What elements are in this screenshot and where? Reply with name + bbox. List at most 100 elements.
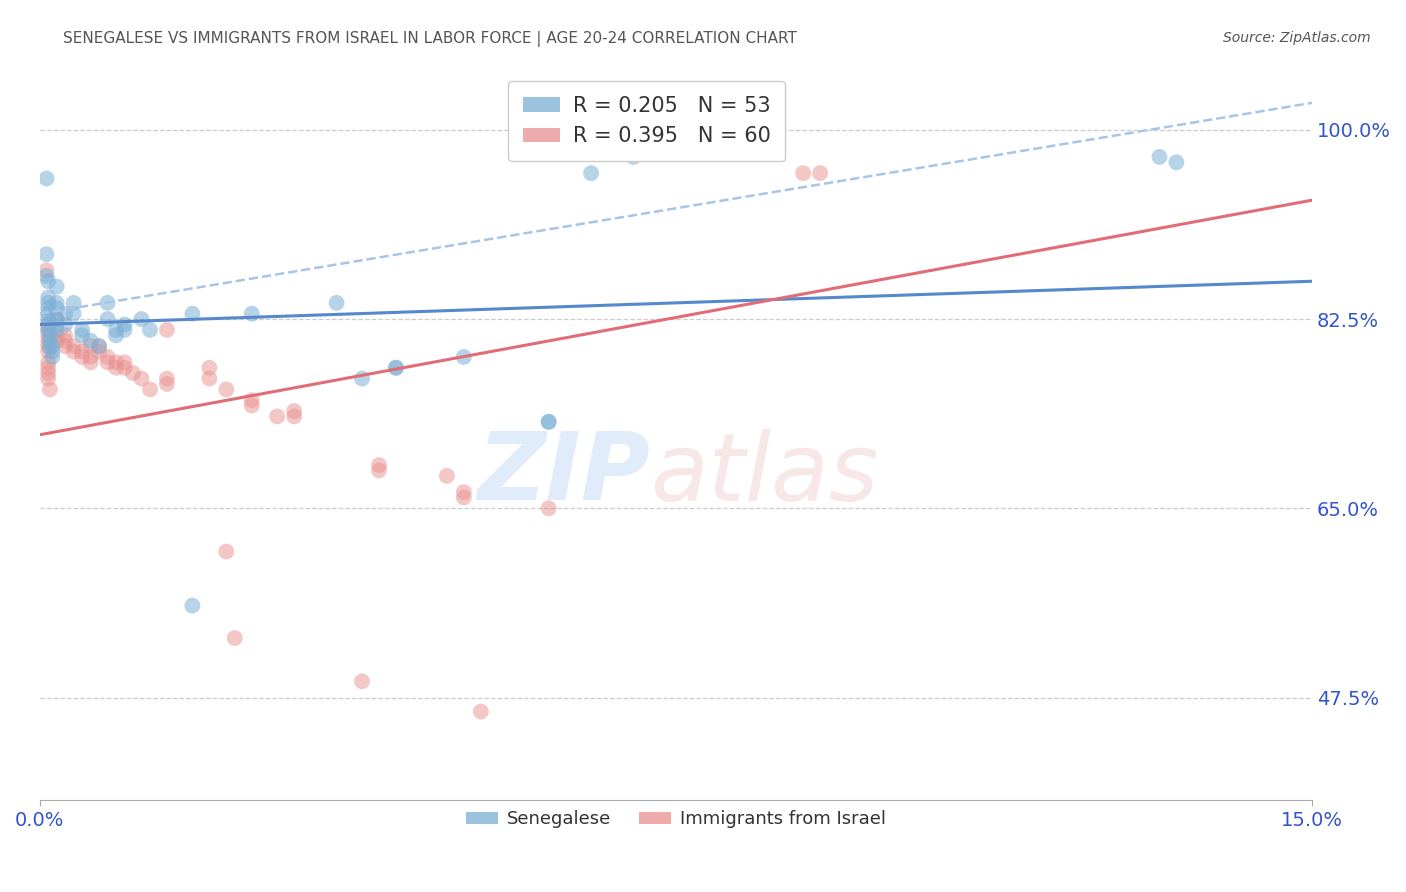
Point [41,350,63,364]
Point [87,339,110,353]
Point [70,323,93,337]
Point [181,307,204,321]
Point [45,296,67,310]
Point [37,274,59,288]
Point [45,323,67,337]
Point [350,371,373,385]
Point [470,705,492,719]
Point [45,334,67,348]
Point [122,366,145,380]
Point [41,339,63,353]
Point [37,334,59,348]
Point [37,301,59,316]
Point [87,344,110,359]
Point [368,463,391,477]
Point [198,371,221,385]
Point [38,383,60,397]
Point [37,360,59,375]
Point [62,296,84,310]
Point [215,383,238,397]
Point [35,247,58,261]
Point [1166,155,1188,169]
Point [579,166,602,180]
Point [537,501,560,516]
Point [114,360,136,375]
Point [385,360,408,375]
Text: ZIP: ZIP [478,428,651,520]
Point [283,404,305,418]
Point [45,318,67,332]
Point [37,323,59,337]
Point [139,383,162,397]
Point [385,360,408,375]
Point [131,371,153,385]
Point [35,171,58,186]
Point [224,631,246,645]
Point [45,312,67,326]
Point [79,355,101,369]
Point [37,318,59,332]
Point [37,290,59,304]
Point [37,312,59,326]
Point [62,344,84,359]
Point [35,263,58,277]
Point [53,307,76,321]
Point [105,323,128,337]
Point [139,323,162,337]
Text: atlas: atlas [651,429,879,520]
Point [38,334,60,348]
Point [62,307,84,321]
Point [436,468,458,483]
Text: Source: ZipAtlas.com: Source: ZipAtlas.com [1223,31,1371,45]
Point [38,339,60,353]
Point [37,355,59,369]
Point [35,268,58,283]
Point [1149,150,1171,164]
Point [623,150,645,164]
Point [156,376,179,391]
Point [62,339,84,353]
Point [453,485,475,500]
Point [114,323,136,337]
Point [70,350,93,364]
Point [37,328,59,343]
Point [114,318,136,332]
Point [537,415,560,429]
Point [96,312,118,326]
Point [79,350,101,364]
Point [53,339,76,353]
Point [240,393,263,408]
Point [266,409,288,424]
Point [79,339,101,353]
Point [156,371,179,385]
Point [215,544,238,558]
Point [105,328,128,343]
Point [37,339,59,353]
Point [96,296,118,310]
Point [96,355,118,369]
Point [453,491,475,505]
Point [87,339,110,353]
Point [114,355,136,369]
Point [37,307,59,321]
Point [453,350,475,364]
Point [70,344,93,359]
Point [240,399,263,413]
Legend: Senegalese, Immigrants from Israel: Senegalese, Immigrants from Israel [458,803,893,836]
Point [37,344,59,359]
Point [181,599,204,613]
Point [53,334,76,348]
Point [37,366,59,380]
Point [45,328,67,343]
Point [45,312,67,326]
Point [131,312,153,326]
Point [37,318,59,332]
Point [105,360,128,375]
Point [37,371,59,385]
Text: SENEGALESE VS IMMIGRANTS FROM ISRAEL IN LABOR FORCE | AGE 20-24 CORRELATION CHAR: SENEGALESE VS IMMIGRANTS FROM ISRAEL IN … [63,31,797,47]
Point [325,296,347,310]
Point [53,318,76,332]
Point [38,328,60,343]
Point [70,328,93,343]
Point [105,355,128,369]
